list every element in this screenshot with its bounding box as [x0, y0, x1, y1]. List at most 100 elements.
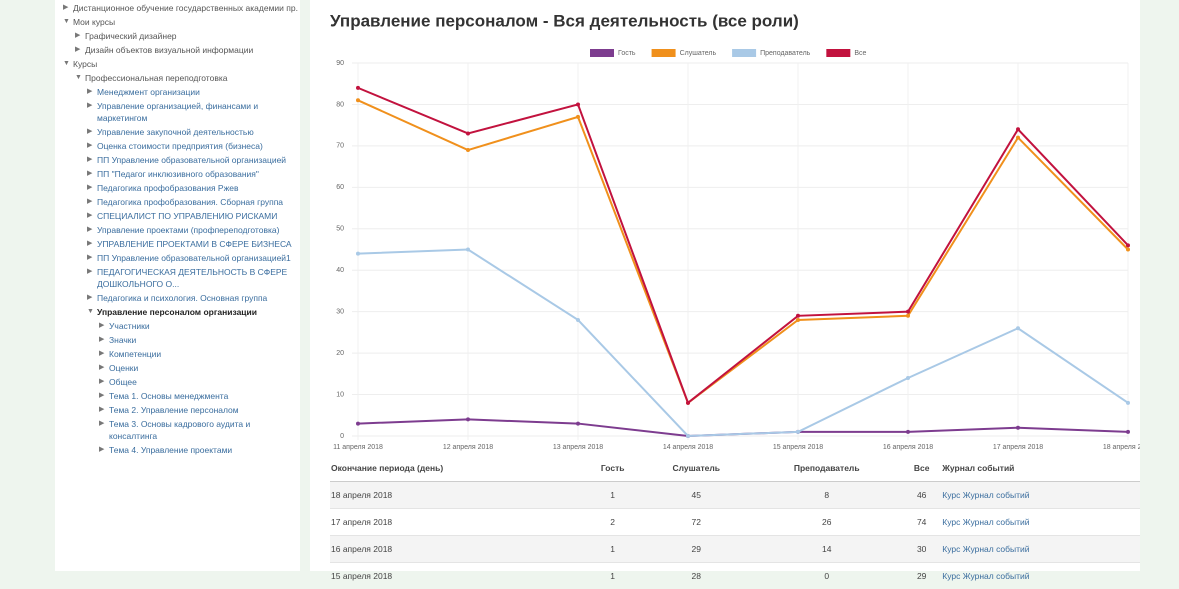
- point: [576, 102, 580, 106]
- nav-link[interactable]: Педагогика профобразования Ржев: [97, 182, 239, 194]
- nav-link[interactable]: ПП "Педагог инклюзивного образования": [97, 168, 259, 180]
- point: [1016, 127, 1020, 131]
- series-line: [358, 250, 1128, 437]
- nav-link[interactable]: ПЕДАГОГИЧЕСКАЯ ДЕЯТЕЛЬНОСТЬ В СФЕРЕ ДОШК…: [97, 266, 300, 290]
- point: [1016, 326, 1020, 330]
- nav-link[interactable]: ПП Управление образовательной организаци…: [97, 154, 286, 166]
- nav-link[interactable]: Педагогика профобразования. Сборная груп…: [97, 196, 283, 208]
- y-tick-label: 30: [336, 309, 344, 316]
- y-tick-label: 40: [336, 267, 344, 274]
- nav-link[interactable]: Тема 1. Основы менеджмента: [109, 390, 228, 402]
- y-tick-label: 80: [336, 101, 344, 108]
- nav-item: ▶Оценка стоимости предприятия (бизнеса): [55, 140, 300, 152]
- nav-item: ▶ПП "Педагог инклюзивного образования": [55, 168, 300, 180]
- point: [576, 318, 580, 322]
- x-tick-label: 17 апреля 2018: [993, 444, 1043, 451]
- column-header: Журнал событий: [941, 455, 1140, 482]
- nav-link[interactable]: Тема 2. Управление персоналом: [109, 404, 239, 416]
- nav-item: ▶Компетенции: [55, 348, 300, 360]
- nav-link[interactable]: Оценки: [109, 362, 138, 374]
- nav-toggle: ▼: [63, 16, 73, 28]
- point: [796, 314, 800, 318]
- y-tick-label: 90: [336, 60, 344, 67]
- nav-link[interactable]: Управление проектами (профпереподготовка…: [97, 224, 279, 236]
- x-tick-label: 15 апреля 2018: [773, 444, 823, 451]
- point: [356, 98, 360, 102]
- column-header: Слушатель: [641, 455, 751, 482]
- nav-link[interactable]: Графический дизайнер: [85, 30, 177, 42]
- nav-link[interactable]: Курсы: [73, 58, 97, 70]
- nav-link[interactable]: УПРАВЛЕНИЕ ПРОЕКТАМИ В СФЕРЕ БИЗНЕСА: [97, 238, 292, 250]
- cell: 15 апреля 2018: [330, 563, 584, 589]
- point: [576, 115, 580, 119]
- nav-item: ▶Значки: [55, 334, 300, 346]
- nav-link[interactable]: Профессиональная переподготовка: [85, 72, 227, 84]
- cell: 1: [584, 536, 641, 563]
- point: [576, 422, 580, 426]
- nav-link[interactable]: Мои курсы: [73, 16, 115, 28]
- log-link[interactable]: Курс Журнал событий: [942, 544, 1029, 554]
- legend-label: Все: [854, 50, 866, 57]
- nav-toggle: ▶: [87, 196, 97, 208]
- nav-toggle: ▶: [99, 404, 109, 416]
- point: [466, 248, 470, 252]
- nav-link[interactable]: Дизайн объектов визуальной информации: [85, 44, 253, 56]
- nav-toggle: ▶: [87, 224, 97, 236]
- column-header: Окончание периода (день): [330, 455, 584, 482]
- cell: 0: [751, 563, 902, 589]
- nav-link[interactable]: Тема 3. Основы кадрового аудита и консал…: [109, 418, 300, 442]
- nav-toggle: ▶: [99, 348, 109, 360]
- nav-item: ▶Управление закупочной деятельностью: [55, 126, 300, 138]
- nav-toggle: ▶: [99, 390, 109, 402]
- nav-link[interactable]: Педагогика и психология. Основная группа: [97, 292, 267, 304]
- cell: 2: [584, 509, 641, 536]
- nav-link[interactable]: Компетенции: [109, 348, 161, 360]
- nav-link[interactable]: Тема 4. Управление проектами: [109, 444, 232, 456]
- nav-link[interactable]: Значки: [109, 334, 136, 346]
- log-link[interactable]: Курс Журнал событий: [942, 571, 1029, 581]
- nav-link[interactable]: Управление организацией, финансами и мар…: [97, 100, 300, 124]
- nav-link[interactable]: ПП Управление образовательной организаци…: [97, 252, 291, 264]
- nav-link[interactable]: СПЕЦИАЛИСТ ПО УПРАВЛЕНИЮ РИСКАМИ: [97, 210, 277, 222]
- point: [1126, 401, 1130, 405]
- log-link[interactable]: Курс Журнал событий: [942, 490, 1029, 500]
- nav-item: ▶ПЕДАГОГИЧЕСКАЯ ДЕЯТЕЛЬНОСТЬ В СФЕРЕ ДОШ…: [55, 266, 300, 290]
- nav-link[interactable]: Оценка стоимости предприятия (бизнеса): [97, 140, 263, 152]
- cell: 14: [751, 536, 902, 563]
- nav-link[interactable]: Дистанционное обучение государственных а…: [73, 2, 298, 14]
- nav-item: ▶ПП Управление образовательной организац…: [55, 154, 300, 166]
- y-tick-label: 70: [336, 143, 344, 150]
- nav-link[interactable]: Управление персоналом организации: [97, 306, 257, 318]
- nav-item: ▶Оценки: [55, 362, 300, 374]
- nav-item: ▶Менеджмент организации: [55, 86, 300, 98]
- log-link[interactable]: Курс Журнал событий: [942, 517, 1029, 527]
- nav-item: ▶Тема 2. Управление персоналом: [55, 404, 300, 416]
- nav-link[interactable]: Участники: [109, 320, 150, 332]
- nav-link[interactable]: Менеджмент организации: [97, 86, 200, 98]
- nav-toggle: ▶: [87, 154, 97, 166]
- x-tick-label: 11 апреля 2018: [333, 444, 383, 451]
- legend-label: Гость: [618, 50, 636, 57]
- nav-link[interactable]: Управление закупочной деятельностью: [97, 126, 254, 138]
- nav-toggle: ▶: [75, 30, 85, 42]
- nav-link[interactable]: Общее: [109, 376, 137, 388]
- x-tick-label: 18 апреля 2018: [1103, 444, 1140, 451]
- x-tick-label: 16 апреля 2018: [883, 444, 933, 451]
- cell: Курс Журнал событий: [941, 509, 1140, 536]
- point: [466, 417, 470, 421]
- nav-item: ▶Тема 4. Управление проектами: [55, 444, 300, 456]
- point: [796, 430, 800, 434]
- cell: 1: [584, 563, 641, 589]
- point: [1016, 136, 1020, 140]
- point: [466, 131, 470, 135]
- series-line: [358, 88, 1128, 403]
- chart-title: Управление персоналом - Вся деятельность…: [330, 11, 799, 30]
- sidebar: ▶ Дистанционное обучение государственных …: [55, 0, 300, 571]
- nav-item: ▶Педагогика профобразования Ржев: [55, 182, 300, 194]
- nav-toggle: ▶: [99, 418, 109, 442]
- y-tick-label: 10: [336, 391, 344, 398]
- point: [906, 430, 910, 434]
- nav-item: ▼Мои курсы: [55, 16, 300, 28]
